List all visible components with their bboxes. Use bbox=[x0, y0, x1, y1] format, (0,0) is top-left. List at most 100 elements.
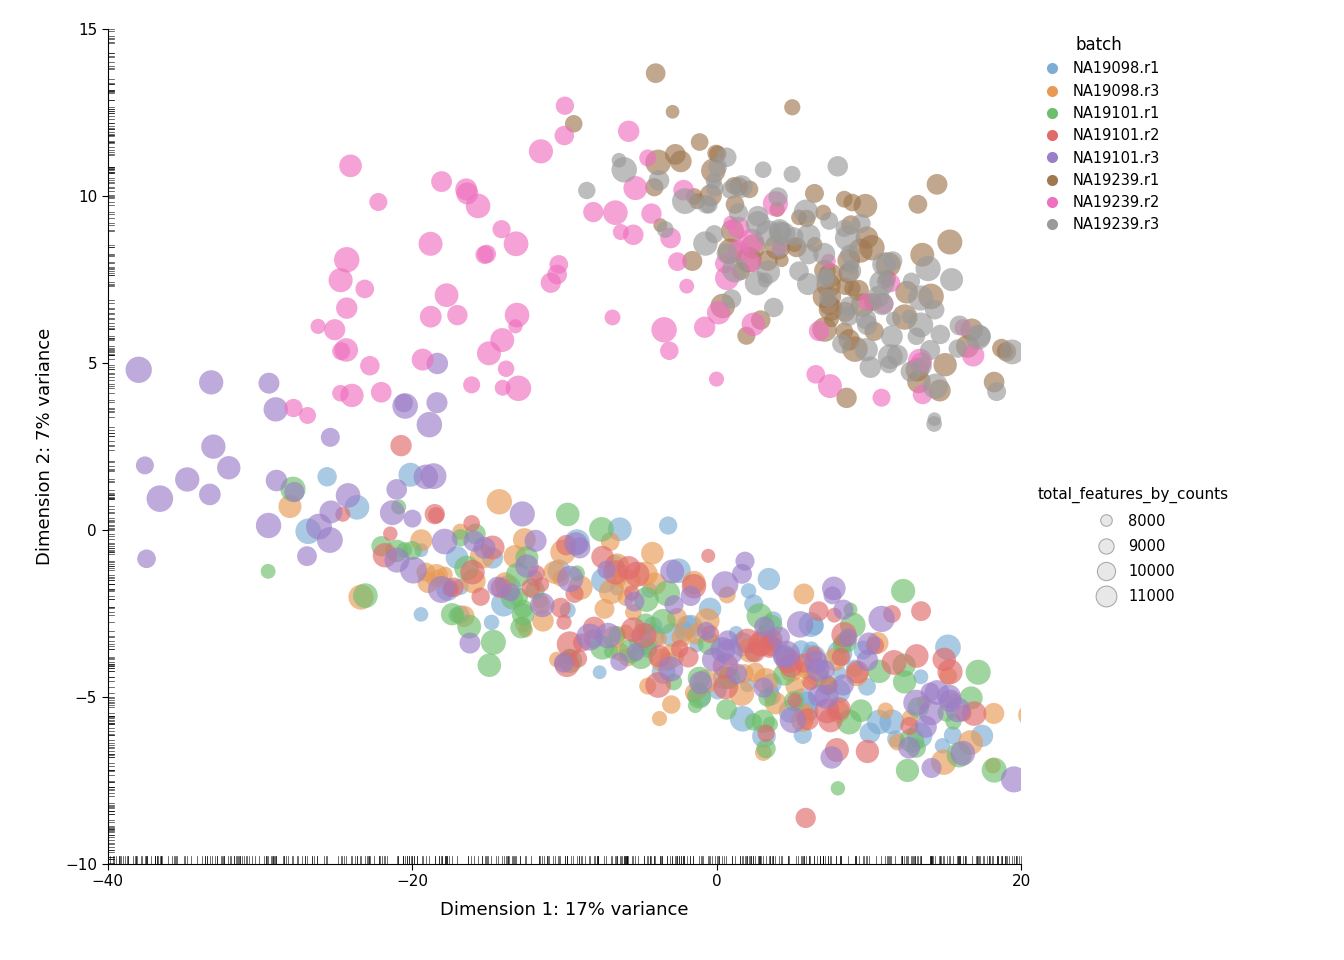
Point bbox=[821, 750, 843, 765]
Point bbox=[559, 571, 581, 587]
Point bbox=[900, 274, 922, 289]
Point bbox=[839, 308, 860, 324]
Point bbox=[921, 289, 942, 304]
Point bbox=[839, 247, 860, 262]
Point bbox=[531, 597, 552, 612]
Point bbox=[441, 607, 462, 622]
Point bbox=[524, 570, 546, 586]
Point bbox=[720, 291, 742, 306]
Point bbox=[775, 647, 797, 662]
Point bbox=[602, 310, 624, 325]
Point bbox=[699, 197, 720, 212]
Point bbox=[497, 580, 519, 595]
Point bbox=[508, 380, 530, 396]
Point bbox=[724, 197, 746, 212]
Point bbox=[935, 705, 957, 720]
Point bbox=[898, 309, 919, 324]
Point bbox=[699, 626, 720, 641]
Point bbox=[894, 674, 915, 689]
Point bbox=[570, 580, 591, 595]
Point bbox=[750, 636, 771, 652]
Point bbox=[731, 685, 753, 701]
Point bbox=[832, 636, 853, 652]
Point bbox=[337, 488, 359, 503]
Point bbox=[823, 581, 844, 596]
Point bbox=[609, 644, 630, 660]
Point bbox=[875, 703, 896, 718]
Point bbox=[661, 104, 683, 119]
Point bbox=[804, 618, 825, 634]
Point bbox=[777, 653, 798, 668]
Point bbox=[609, 521, 630, 537]
Point bbox=[792, 693, 813, 708]
Point bbox=[637, 637, 659, 653]
Point bbox=[698, 548, 719, 564]
Point bbox=[841, 259, 863, 275]
Point bbox=[726, 626, 747, 641]
Point bbox=[714, 256, 735, 272]
Point bbox=[613, 162, 634, 178]
Point bbox=[458, 619, 480, 635]
Point bbox=[456, 561, 477, 576]
Point bbox=[601, 584, 622, 599]
Point bbox=[606, 581, 628, 596]
Point bbox=[781, 167, 802, 182]
Point bbox=[563, 587, 585, 602]
Point bbox=[758, 571, 780, 587]
Point bbox=[550, 600, 571, 615]
Point bbox=[482, 635, 504, 650]
Point bbox=[722, 224, 743, 239]
Point bbox=[909, 728, 930, 743]
Point bbox=[719, 644, 741, 660]
Point bbox=[556, 657, 578, 672]
Point bbox=[605, 564, 626, 580]
Point bbox=[818, 298, 840, 313]
Point bbox=[687, 194, 708, 209]
Point bbox=[671, 630, 692, 645]
Point bbox=[434, 534, 456, 549]
Point bbox=[847, 667, 868, 683]
Point bbox=[648, 155, 669, 170]
Point bbox=[761, 684, 782, 700]
Point bbox=[759, 716, 781, 732]
Point bbox=[559, 653, 581, 668]
Point bbox=[957, 339, 978, 354]
Point bbox=[837, 252, 859, 268]
Point bbox=[411, 542, 433, 558]
Point bbox=[546, 652, 567, 667]
Point bbox=[831, 649, 852, 664]
Point bbox=[512, 601, 534, 616]
Point bbox=[403, 563, 425, 578]
Point bbox=[649, 632, 671, 647]
Point bbox=[910, 317, 931, 332]
Point bbox=[796, 211, 817, 227]
Point bbox=[746, 276, 767, 291]
Point bbox=[402, 511, 423, 526]
Point bbox=[879, 348, 900, 364]
Point bbox=[828, 684, 849, 699]
Point bbox=[837, 630, 859, 645]
Point bbox=[868, 663, 890, 679]
Point bbox=[797, 711, 818, 727]
Point bbox=[816, 677, 837, 692]
Point bbox=[571, 635, 593, 650]
Point bbox=[714, 669, 735, 684]
Point bbox=[593, 573, 614, 588]
Point bbox=[520, 581, 542, 596]
Point bbox=[622, 228, 644, 243]
Point bbox=[898, 740, 919, 756]
Point bbox=[833, 602, 855, 617]
Point bbox=[982, 706, 1004, 721]
Point bbox=[788, 209, 809, 225]
Point bbox=[915, 719, 937, 734]
Point bbox=[755, 741, 777, 756]
Point bbox=[800, 675, 821, 690]
Point bbox=[421, 309, 442, 324]
Point bbox=[919, 684, 941, 700]
Point bbox=[798, 660, 820, 676]
Point bbox=[282, 482, 304, 497]
Point bbox=[552, 544, 574, 560]
Point bbox=[784, 693, 805, 708]
Point bbox=[910, 669, 931, 684]
Point bbox=[716, 271, 738, 286]
